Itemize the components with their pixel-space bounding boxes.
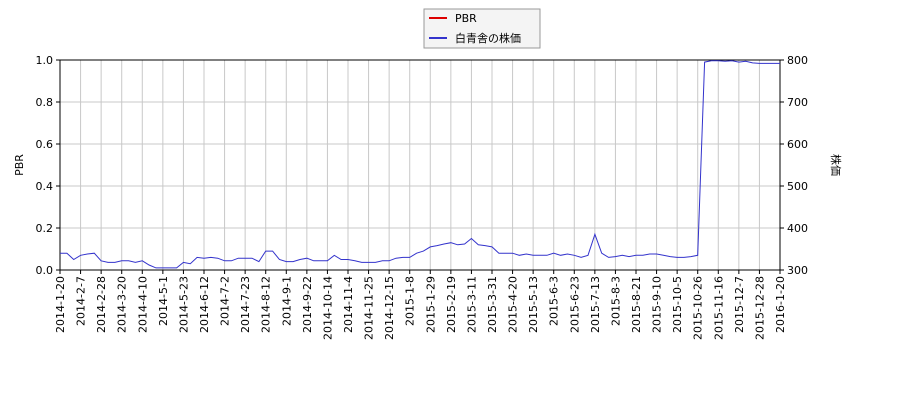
x-tick-label: 2014-11-25 — [363, 276, 376, 340]
x-tick-label: 2015-7-13 — [589, 276, 602, 333]
y2-tick-label: 800 — [787, 54, 808, 67]
x-tick-label: 2014-4-10 — [136, 276, 149, 333]
x-tick-label: 2014-7-23 — [239, 276, 252, 333]
x-tick-label: 2015-3-11 — [465, 276, 478, 333]
y2-axis-label: 株価 — [829, 154, 843, 176]
y-tick-label: 0.0 — [36, 264, 54, 277]
legend-label: 白青舎の株価 — [455, 31, 521, 45]
x-tick-label: 2015-10-26 — [692, 276, 705, 340]
x-tick-label: 2015-8-21 — [630, 276, 643, 333]
x-tick-label: 2015-1-29 — [424, 276, 437, 333]
x-tick-label: 2014-5-1 — [157, 276, 170, 326]
x-tick-label: 2014-9-22 — [301, 276, 314, 333]
y-tick-label: 0.4 — [36, 180, 54, 193]
y2-tick-label: 600 — [787, 138, 808, 151]
x-tick-label: 2015-9-10 — [651, 276, 664, 333]
x-tick-label: 2015-10-5 — [671, 276, 684, 333]
y2-tick-label: 300 — [787, 264, 808, 277]
y-tick-label: 0.2 — [36, 222, 54, 235]
x-tick-label: 2015-6-3 — [548, 276, 561, 326]
x-tick-label: 2014-12-15 — [383, 276, 396, 340]
y2-tick-label: 700 — [787, 96, 808, 109]
y-tick-label: 1.0 — [36, 54, 54, 67]
y2-tick-label: 400 — [787, 222, 808, 235]
legend-label: PBR — [455, 12, 477, 25]
x-tick-label: 2016-1-20 — [774, 276, 787, 333]
x-tick-label: 2014-6-12 — [198, 276, 211, 333]
x-tick-label: 2014-11-4 — [342, 276, 355, 333]
x-tick-label: 2015-11-16 — [712, 276, 725, 340]
y-axis-label: PBR — [13, 154, 26, 176]
legend-box — [423, 8, 541, 49]
x-tick-label: 2015-4-20 — [507, 276, 520, 333]
series-line — [60, 60, 780, 269]
plot-frame — [59, 59, 781, 271]
y2-tick-label: 500 — [787, 180, 808, 193]
x-tick-label: 2014-3-20 — [116, 276, 129, 333]
x-tick-label: 2015-5-13 — [527, 276, 540, 333]
x-tick-label: 2015-3-31 — [486, 276, 499, 333]
x-tick-label: 2014-1-20 — [54, 276, 67, 333]
x-tick-label: 2014-8-12 — [260, 276, 273, 333]
x-tick-label: 2015-12-7 — [733, 276, 746, 333]
y-tick-label: 0.8 — [36, 96, 54, 109]
x-tick-label: 2014-9-1 — [280, 276, 293, 326]
x-tick-label: 2014-5-23 — [177, 276, 190, 333]
x-tick-label: 2015-6-23 — [568, 276, 581, 333]
x-tick-label: 2014-10-14 — [321, 276, 334, 340]
x-tick-label: 2014-7-2 — [219, 276, 232, 326]
x-tick-label: 2015-12-28 — [753, 276, 766, 340]
y-tick-label: 0.6 — [36, 138, 54, 151]
x-tick-label: 2015-2-19 — [445, 276, 458, 333]
x-tick-label: 2014-2-28 — [95, 276, 108, 333]
x-tick-label: 2015-8-3 — [609, 276, 622, 326]
x-tick-label: 2015-1-8 — [404, 276, 417, 326]
x-tick-label: 2014-2-7 — [75, 276, 88, 326]
